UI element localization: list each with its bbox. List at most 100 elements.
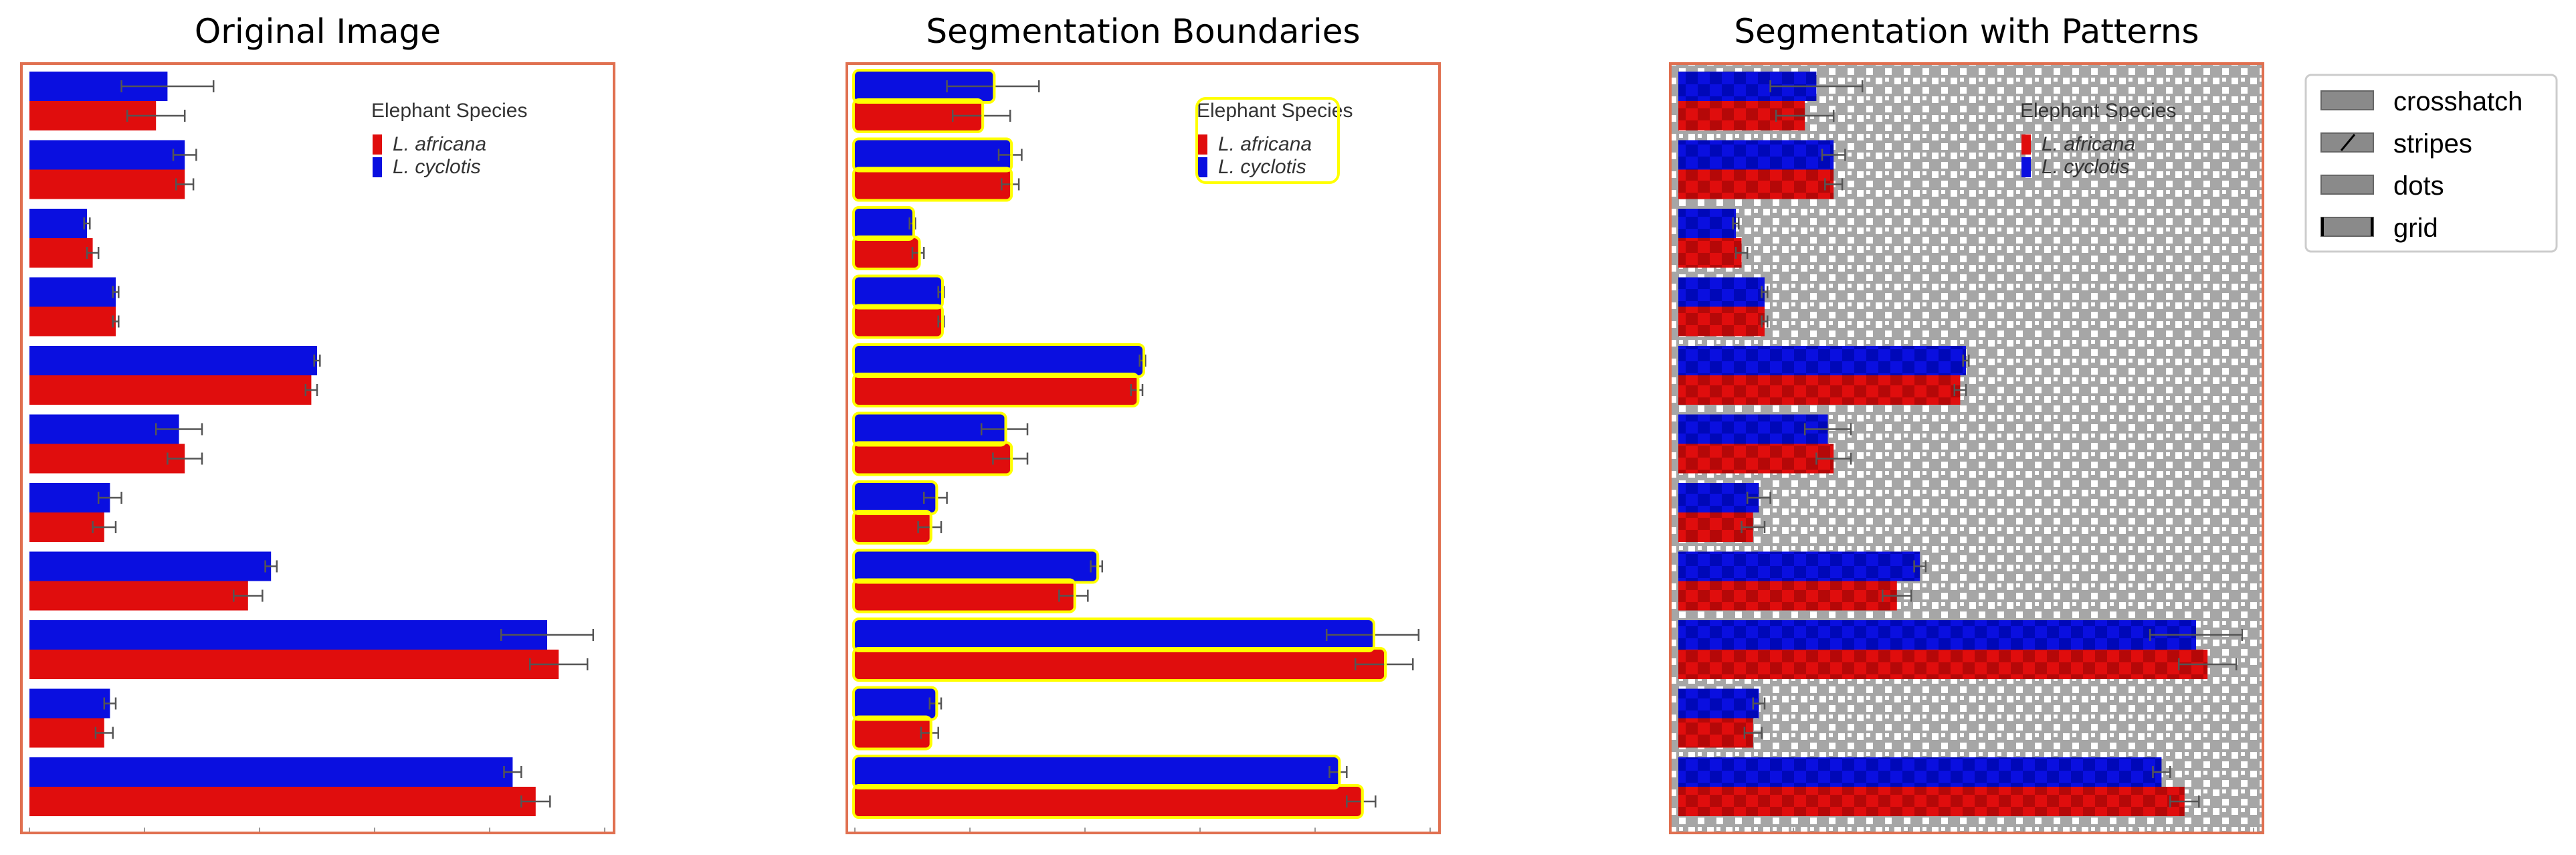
panel-frame xyxy=(1669,62,2264,834)
bar-group-9 xyxy=(1678,620,2244,679)
bar-cyclotis-8 xyxy=(29,551,272,581)
bar-cyclotis-3 xyxy=(29,209,87,238)
bar-cyclotis-11 xyxy=(1678,757,2162,787)
bar-africana-5 xyxy=(29,375,312,405)
bar-cyclotis-10 xyxy=(855,688,936,719)
inner-legend-swatch-1 xyxy=(2021,134,2031,155)
bar-cyclotis-6 xyxy=(1678,414,1828,444)
bar-group-4 xyxy=(852,274,945,339)
bar-africana-9 xyxy=(1678,650,2208,679)
bar-group-8 xyxy=(852,549,1104,613)
bar-cyclotis-2 xyxy=(855,140,1011,170)
bar-africana-2 xyxy=(855,169,1011,199)
inner-legend-title: Elephant Species xyxy=(1197,100,1353,122)
bar-group-7 xyxy=(1678,483,1771,542)
bar-africana-10 xyxy=(29,718,104,748)
boundary-cyclotis-5 xyxy=(852,343,1145,378)
bar-group-8 xyxy=(1678,551,1927,611)
stripes-mark xyxy=(2340,134,2356,151)
bar-africana-10 xyxy=(1678,718,1753,748)
bar-africana-6 xyxy=(29,444,185,474)
bar-africana-7 xyxy=(29,512,104,542)
bar-africana-3 xyxy=(29,238,93,268)
bar-group-3 xyxy=(852,206,925,270)
boundary-africana-4 xyxy=(852,304,944,339)
bar-africana-11 xyxy=(1678,787,2185,816)
boundary-cyclotis-3 xyxy=(852,206,915,241)
bar-group-2 xyxy=(29,140,197,199)
boundary-africana-2 xyxy=(852,167,1013,202)
bar-cyclotis-11 xyxy=(29,757,513,787)
boundary-africana-7 xyxy=(852,510,932,545)
bar-africana-7 xyxy=(855,512,930,542)
panel-frame xyxy=(846,62,1441,834)
bar-group-10 xyxy=(1678,688,1766,748)
pattern-legend-box xyxy=(2304,74,2558,253)
inner-legend-label-1: L. africana xyxy=(1218,133,1312,155)
bar-cyclotis-5 xyxy=(1678,346,1966,375)
panel-title-boundaries: Segmentation Boundaries xyxy=(926,12,1361,51)
bar-africana-2 xyxy=(29,169,185,199)
pattern-legend-swatch-3 xyxy=(2320,175,2374,195)
boundary-cyclotis-10 xyxy=(852,686,938,721)
inner-legend-swatch-2 xyxy=(373,157,382,177)
bar-group-6 xyxy=(852,411,1029,476)
bar-group-9 xyxy=(852,618,1420,682)
bar-group-5 xyxy=(1678,346,1970,405)
inner-legend-label-1: L. africana xyxy=(2042,133,2135,155)
bar-africana-7 xyxy=(1678,512,1753,542)
bar-cyclotis-4 xyxy=(855,277,941,307)
boundary-cyclotis-9 xyxy=(852,618,1375,652)
boundary-africana-10 xyxy=(852,715,932,751)
boundary-cyclotis-8 xyxy=(852,549,1100,584)
bar-group-11 xyxy=(29,757,551,816)
bar-africana-11 xyxy=(29,787,536,816)
boundary-cyclotis-11 xyxy=(852,755,1341,789)
boundary-africana-11 xyxy=(852,784,1364,819)
bar-cyclotis-10 xyxy=(1678,688,1759,719)
inner-legend-swatch-1 xyxy=(1198,134,1207,155)
bar-group-6 xyxy=(29,414,203,474)
bar-group-1 xyxy=(852,69,1040,133)
pattern-legend-label-1: crosshatch xyxy=(2393,87,2522,116)
inner-legend-title: Elephant Species xyxy=(371,100,528,122)
bar-cyclotis-4 xyxy=(29,277,116,307)
bar-africana-9 xyxy=(855,650,1385,679)
inner-legend-title: Elephant Species xyxy=(2020,100,2177,122)
boundary-africana-1 xyxy=(852,98,985,133)
bar-cyclotis-7 xyxy=(1678,483,1759,512)
bar-group-1 xyxy=(29,72,215,130)
pattern-legend-label-3: dots xyxy=(2393,171,2444,201)
bar-group-9 xyxy=(29,620,595,679)
bar-group-1 xyxy=(1678,72,1864,130)
panel-frame xyxy=(20,62,615,834)
inner-legend-swatch-2 xyxy=(1198,157,1207,177)
bar-group-6 xyxy=(1678,414,1852,474)
bar-group-11 xyxy=(852,755,1377,819)
bar-group-4 xyxy=(29,277,120,337)
panel-title-patterns: Segmentation with Patterns xyxy=(1734,12,2199,51)
bar-africana-5 xyxy=(855,375,1137,405)
pattern-legend-label-2: stripes xyxy=(2393,129,2472,159)
bar-africana-8 xyxy=(855,581,1074,611)
bar-group-2 xyxy=(852,137,1023,202)
bar-cyclotis-9 xyxy=(1678,620,2196,650)
bar-africana-10 xyxy=(855,718,930,748)
bar-cyclotis-7 xyxy=(855,483,936,512)
bar-africana-4 xyxy=(855,306,941,337)
boundary-africana-8 xyxy=(852,578,1076,613)
boundary-africana-5 xyxy=(852,373,1140,407)
bar-africana-9 xyxy=(29,650,559,679)
bar-group-11 xyxy=(1678,757,2200,816)
pattern-legend-swatch-4 xyxy=(2320,217,2374,237)
bar-africana-3 xyxy=(855,238,918,268)
bar-africana-6 xyxy=(855,444,1011,474)
boundary-africana-6 xyxy=(852,441,1013,476)
bar-group-5 xyxy=(852,343,1147,407)
